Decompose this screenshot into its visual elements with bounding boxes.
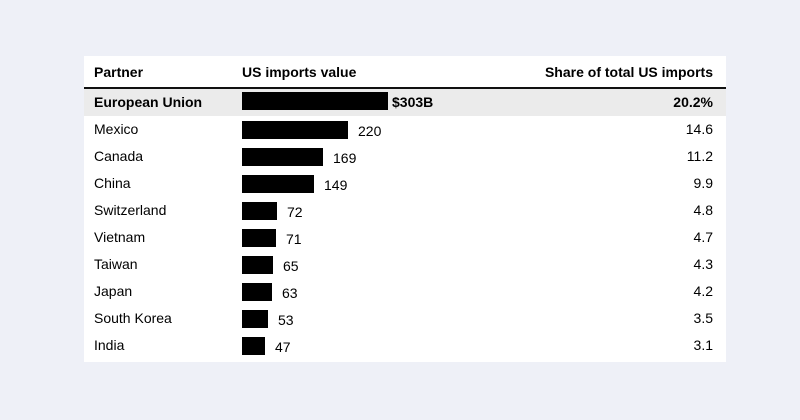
share-label: 11.2 [686, 148, 713, 164]
share-label: 3.1 [693, 337, 713, 353]
table-row: European Union $303B 20.2% [84, 89, 726, 116]
imports-value-column-header: US imports value [242, 64, 357, 80]
partner-label: China [94, 175, 131, 191]
import-value-label: 47 [275, 339, 291, 355]
import-value-bar [242, 256, 273, 274]
share-label: 14.6 [685, 121, 713, 137]
import-value-bar [242, 310, 268, 328]
header-rule [84, 87, 726, 89]
table-row: Vietnam 71 4.7 [84, 224, 726, 251]
partner-label: India [94, 337, 125, 353]
table-row: China 149 9.9 [84, 170, 726, 197]
table-row: Mexico 220 14.6 [84, 116, 726, 143]
import-value-bar [242, 175, 314, 193]
partner-label: Vietnam [94, 229, 146, 245]
import-value-label: 169 [333, 150, 357, 166]
table-row: South Korea 53 3.5 [84, 305, 726, 332]
import-value-label: 71 [286, 231, 302, 247]
import-value-label: 72 [287, 204, 303, 220]
table-header: Partner US imports value Share of total … [84, 56, 726, 88]
share-column-header: Share of total US imports [544, 64, 713, 80]
table-row: Canada 169 11.2 [84, 143, 726, 170]
partner-label: European Union [94, 94, 203, 110]
import-value-label: 220 [358, 123, 382, 139]
table-row: Taiwan 65 4.3 [84, 251, 726, 278]
partner-column-header: Partner [94, 64, 144, 80]
share-label: 4.2 [693, 283, 713, 299]
import-value-bar [242, 283, 272, 301]
table-row: Switzerland 72 4.8 [84, 197, 726, 224]
partner-label: Mexico [94, 121, 139, 137]
partner-label: Japan [94, 283, 133, 299]
import-value-bar [242, 337, 265, 355]
partner-label: Switzerland [94, 202, 167, 218]
partner-label: South Korea [94, 310, 172, 326]
imports-table: Partner US imports value Share of total … [84, 56, 726, 362]
import-value-bar [242, 121, 348, 139]
share-label: 4.3 [693, 256, 713, 272]
import-value-label: 65 [283, 258, 299, 274]
share-label: 4.7 [693, 229, 713, 245]
import-value-bar [242, 202, 277, 220]
share-label: 20.2% [673, 94, 713, 110]
import-value-bar [242, 229, 276, 247]
share-label: 9.9 [693, 175, 713, 191]
import-value-bar [242, 148, 323, 166]
import-value-label: 63 [282, 285, 298, 301]
partner-label: Taiwan [94, 256, 138, 272]
share-label: 4.8 [693, 202, 713, 218]
import-value-bar [242, 92, 388, 110]
partner-label: Canada [94, 148, 144, 164]
table-row: India 47 3.1 [84, 332, 726, 359]
import-value-label: $303B [392, 94, 434, 110]
import-value-label: 53 [278, 312, 294, 328]
table-row: Japan 63 4.2 [84, 278, 726, 305]
import-value-label: 149 [324, 177, 348, 193]
share-label: 3.5 [693, 310, 713, 326]
